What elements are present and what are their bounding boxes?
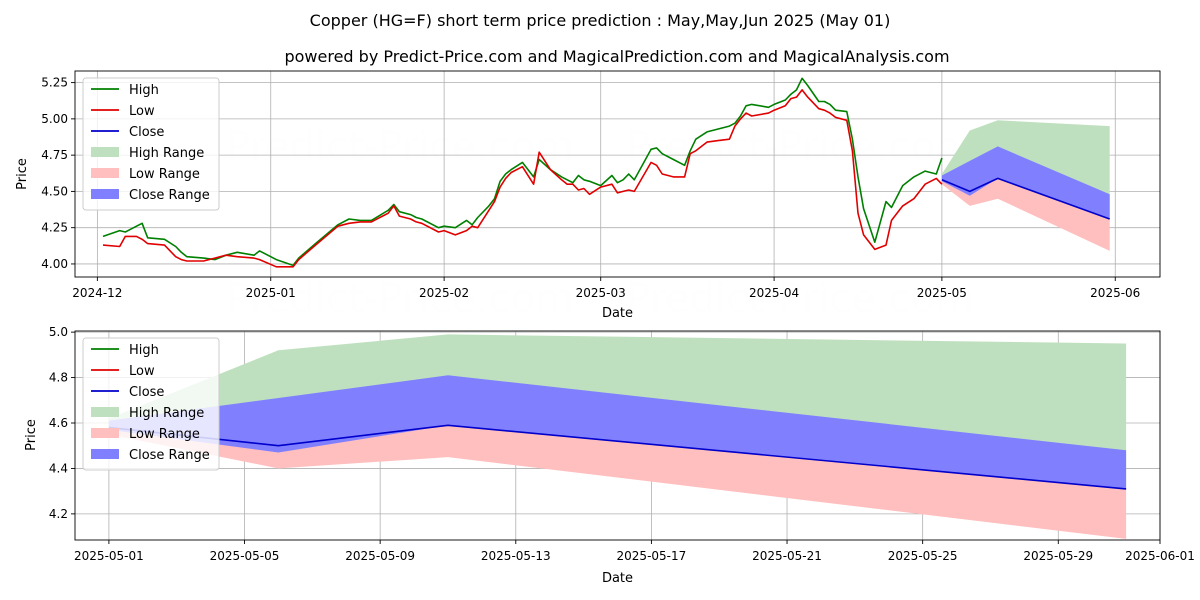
chart-bottom-legend-label: High Range <box>129 406 204 421</box>
chart-top-xtick-label: 2025-03 <box>576 286 626 300</box>
chart-bottom-legend-label: Close Range <box>129 448 210 463</box>
chart-top-xtick-label: 2025-06 <box>1090 286 1140 300</box>
chart-bottom-legend-label: High <box>129 343 159 358</box>
chart-top-legend-label: Close <box>129 125 164 140</box>
chart-bottom-xtick-label: 2025-05-13 <box>481 549 551 563</box>
chart-title: Copper (HG=F) short term price predictio… <box>310 11 891 30</box>
chart-top-xtick-label: 2024-12 <box>72 286 122 300</box>
chart-top-xtick-label: 2025-05 <box>917 286 967 300</box>
lower-forecast-chart: Predict-Price.comPredict-Price.com2025-0… <box>24 325 1195 586</box>
chart-top-legend-label: High <box>129 83 159 98</box>
chart-bottom-legend-swatch-close-range <box>91 449 119 459</box>
chart-bottom-legend-label: Low Range <box>129 427 200 442</box>
chart-bottom-xtick-label: 2025-05-09 <box>345 549 415 563</box>
chart-bottom-xtick-label: 2025-05-17 <box>617 549 687 563</box>
chart-top-ytick-label: 5.00 <box>41 112 68 126</box>
chart-top-legend-swatch-high-range <box>91 147 119 157</box>
close-series-line <box>941 177 1110 220</box>
low-range-band <box>108 425 1127 539</box>
chart-bottom-ytick-label: 4.2 <box>49 507 68 521</box>
chart-top-xtick-label: 2025-04 <box>749 286 799 300</box>
chart-top-legend-label: Low Range <box>129 167 200 182</box>
chart-top-legend-swatch-close-range <box>91 189 119 199</box>
chart-bottom-ytick-label: 4.8 <box>49 371 68 385</box>
chart-top-ytick-label: 4.50 <box>41 184 68 198</box>
close-range-band <box>941 146 1110 219</box>
chart-top-axes-frame <box>74 70 1161 278</box>
chart-bottom-xtick-label: 2025-05-21 <box>752 549 822 563</box>
chart-bottom-legend-swatch-low-range <box>91 428 119 438</box>
chart-bottom-xtick-label: 2025-05-01 <box>74 549 144 563</box>
chart-top-legend-label: High Range <box>129 146 204 161</box>
chart-top-xaxis-title: Date <box>602 306 633 321</box>
chart-bottom-xtick-label: 2025-06-01 <box>1125 549 1195 563</box>
chart-bottom-legend-swatch-high-range <box>91 407 119 417</box>
close-range-band <box>108 375 1127 489</box>
chart-top-xtick-label: 2025-02 <box>419 286 469 300</box>
chart-top-legend-label: Low <box>129 104 155 119</box>
chart-top-ytick-label: 4.00 <box>41 257 68 271</box>
watermark-text: Predict-Price.com <box>626 124 974 170</box>
chart-top-ytick-label: 5.25 <box>41 76 68 90</box>
chart-bottom-ytick-label: 4.4 <box>49 461 68 475</box>
upper-price-chart: Predict-Price.com Predict-Price.comPredic… <box>15 70 1161 321</box>
chart-bottom-legend-label: Low <box>129 364 155 379</box>
low-series-line <box>102 89 943 268</box>
chart-subtitle: powered by Predict-Price.com and Magical… <box>284 47 949 66</box>
chart-bottom-axes-frame <box>74 330 1161 541</box>
chart-top-yaxis-title: Price <box>15 158 30 190</box>
chart-bottom-xtick-label: 2025-05-05 <box>210 549 280 563</box>
chart-bottom-ytick-label: 4.6 <box>49 416 68 430</box>
chart-bottom-ytick-label: 5.0 <box>49 325 68 339</box>
chart-bottom-xtick-label: 2025-05-25 <box>888 549 958 563</box>
chart-top-legend-label: Close Range <box>129 188 210 203</box>
chart-bottom-plot-area <box>108 334 1127 539</box>
chart-top-ytick-label: 4.25 <box>41 221 68 235</box>
high-series-line <box>102 77 943 267</box>
chart-bottom-xaxis-title: Date <box>602 571 633 586</box>
chart-bottom-yaxis-title: Price <box>24 419 39 451</box>
chart-top-xtick-label: 2025-01 <box>246 286 296 300</box>
chart-top-plot-area <box>102 77 1110 268</box>
low-range-band <box>941 178 1110 251</box>
chart-bottom-xtick-label: 2025-05-29 <box>1023 549 1093 563</box>
chart-top-ytick-label: 4.75 <box>41 148 68 162</box>
chart-bottom-legend-label: Close <box>129 385 164 400</box>
chart-top-legend-swatch-low-range <box>91 168 119 178</box>
